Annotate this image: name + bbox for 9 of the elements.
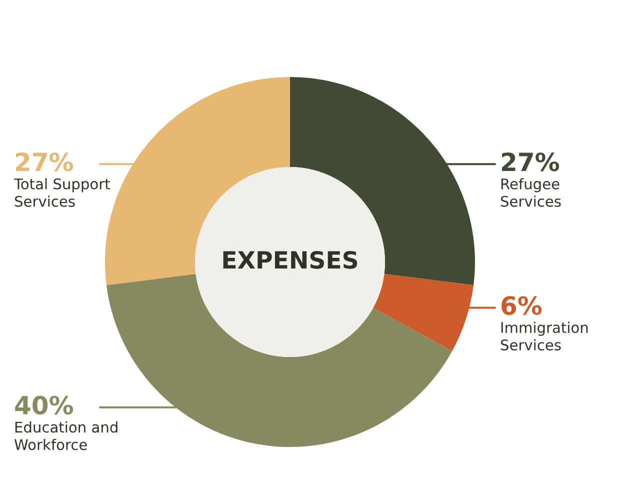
data-label: 27% xyxy=(502,152,560,172)
data-label: 6% xyxy=(502,296,542,315)
slice-label: Total Support Services xyxy=(14,178,110,207)
text: EXPENSES xyxy=(223,250,358,269)
slice-label: Education and Workforce xyxy=(14,421,118,450)
data-label: 40% xyxy=(15,396,74,415)
slice-label: Refugee Services xyxy=(500,178,561,207)
slice-label: Immigration Services xyxy=(500,322,588,350)
data-label: 27% xyxy=(16,152,74,172)
